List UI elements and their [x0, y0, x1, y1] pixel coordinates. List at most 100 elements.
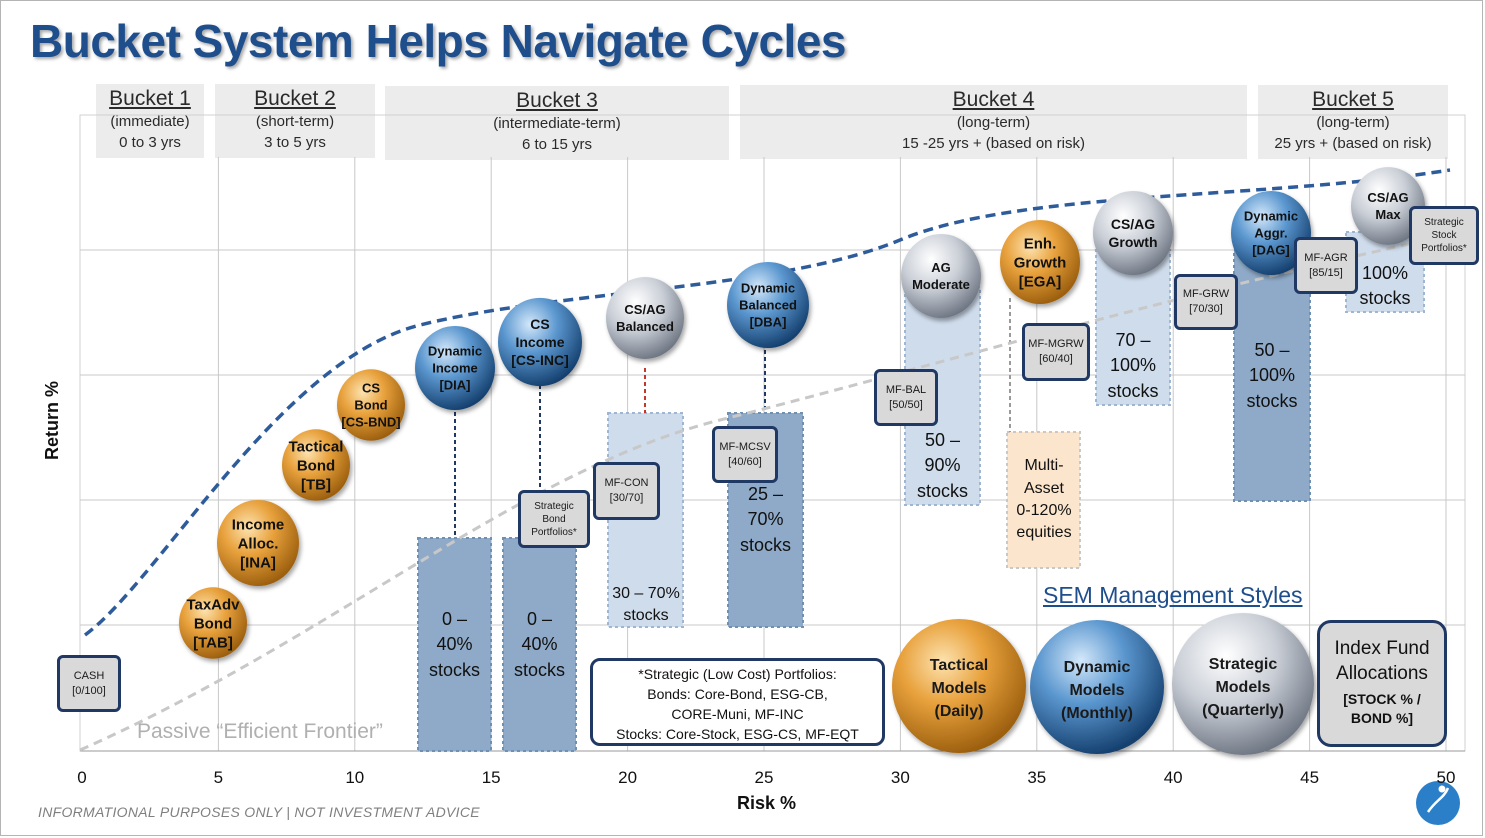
- stock-range-ega: Multi- Asset 0-120% equities: [1000, 452, 1088, 548]
- note-line: *Strategic (Low Cost) Portfolios:: [638, 666, 837, 682]
- ball-tab: [179, 587, 247, 659]
- range-line: stocks: [739, 534, 791, 555]
- range-line: 25 –: [747, 484, 784, 505]
- x-tick-label: 45: [1300, 768, 1320, 787]
- passive-frontier-label: Passive “Efficient Frontier”: [137, 720, 383, 743]
- range-line: Asset: [1023, 479, 1064, 497]
- range-line: 70%: [747, 509, 784, 530]
- x-tick-label: 10: [345, 768, 365, 787]
- range-line: 50 –: [1254, 340, 1290, 361]
- bucket-2-header: Bucket 2 (short-term) 3 to 5 yrs: [215, 84, 375, 158]
- range-line: 30 – 70%: [612, 584, 680, 602]
- stock-range-agmod: 50 – 90% stocks: [905, 426, 980, 506]
- note-line: CORE-Muni, MF-INC: [671, 705, 804, 722]
- range-line: 100%: [1248, 365, 1296, 386]
- ball-label-dag: Dynamic: [1244, 209, 1298, 224]
- stock-range-csagmax: 100% stocks: [1346, 260, 1424, 312]
- x-tick-label: 0: [77, 768, 87, 787]
- ball-label-ega: Growth: [1014, 254, 1067, 271]
- ball-csaggrowth: [1093, 191, 1173, 275]
- box-line: CASH: [73, 669, 105, 682]
- dynamic-label-1: Dynamic: [1064, 659, 1131, 676]
- bucket-3-header: Bucket 3 (intermediate-term) 6 to 15 yrs: [385, 86, 729, 160]
- ball-ega: [1000, 220, 1080, 304]
- ball-label-dba: Balanced: [739, 298, 797, 313]
- note-line: Stocks: Core-Stock, ESG-CS, MF-EQT: [616, 725, 859, 742]
- ball-csagmax: [1351, 167, 1425, 245]
- dynamic-models-ball: [1030, 620, 1164, 754]
- dynamic-label-3: (Monthly): [1061, 705, 1133, 722]
- tactical-label-2: Models: [931, 680, 986, 697]
- sem-styles-title: SEM Management Styles: [1043, 582, 1303, 608]
- logo-circle: [1416, 781, 1460, 825]
- range-line: 100%: [1361, 262, 1409, 283]
- ball-dba: [727, 261, 809, 349]
- ball-csbnd: [337, 369, 405, 441]
- ball-ina: [217, 499, 299, 587]
- ball-tb: [282, 429, 350, 501]
- bar-ega-range: [1006, 431, 1081, 569]
- mf-agr-box: MF-AGR [85/15]: [1294, 237, 1358, 294]
- mf-mcsv-box: MF-MCSV [40/60]: [712, 426, 778, 483]
- bucket-4-header: Bucket 4 (long-term) 15 -25 yrs + (based…: [740, 85, 1247, 159]
- x-tick-label: 5: [213, 768, 224, 787]
- ball-label-ina: [INA]: [240, 554, 276, 571]
- range-line: 0 –: [441, 609, 468, 630]
- bar-csaggrowth-range: [1095, 249, 1171, 406]
- box-line: MF-BAL: [885, 383, 927, 396]
- strategic-label-2: Models: [1215, 679, 1270, 696]
- y-axis-label: Return %: [42, 380, 62, 460]
- ball-label-dia: [DIA]: [439, 378, 470, 393]
- ball-label-tb: [TB]: [301, 476, 331, 493]
- ball-label-csagmax: CS/AG: [1367, 190, 1408, 205]
- mf-bal-box: MF-BAL [50/50]: [874, 369, 938, 426]
- disclaimer-footer: INFORMATIONAL PURPOSES ONLY | NOT INVEST…: [38, 804, 480, 820]
- ball-label-tab: [TAB]: [193, 634, 233, 651]
- bucket-1-header: Bucket 1 (immediate) 0 to 3 yrs: [96, 84, 204, 158]
- strategic-label-1: Strategic: [1209, 656, 1278, 673]
- ball-label-tab: TaxAdv: [186, 596, 240, 613]
- box-line: MF-GRW: [1182, 288, 1230, 301]
- stock-range-csagbal: 30 – 70% stocks: [600, 580, 692, 630]
- ball-csagbal: [606, 277, 684, 359]
- bucket-term: (immediate): [110, 113, 190, 131]
- index-line: Index Fund: [1334, 638, 1430, 659]
- index-line: Allocations: [1336, 662, 1428, 684]
- range-line: stocks: [513, 659, 565, 680]
- ball-dia: [415, 326, 495, 410]
- bar-dia-range: [417, 537, 492, 752]
- bucket-5-header: Bucket 5 (long-term) 25 yrs + (based on …: [1258, 85, 1448, 159]
- box-line: MF-AGR: [1304, 251, 1348, 264]
- bucket-years: 25 yrs + (based on risk): [1274, 135, 1432, 153]
- box-line: Portfolios*: [531, 526, 577, 538]
- range-line: 50 –: [924, 430, 961, 451]
- box-line: [60/40]: [1039, 353, 1073, 365]
- bucket-name: Bucket 3: [516, 89, 598, 112]
- bucket-name: Bucket 1: [109, 87, 191, 110]
- x-tick-label: 15: [481, 768, 501, 787]
- box-line: Bond: [542, 513, 566, 525]
- ball-label-dag: [DAG]: [1252, 243, 1290, 258]
- tactical-label-3: (Daily): [935, 703, 984, 720]
- ball-label-csinc: CS: [530, 316, 549, 332]
- ball-label-ega: [EGA]: [1019, 273, 1062, 290]
- range-line: 70 –: [1115, 330, 1151, 351]
- bucket-term: (long-term): [1316, 114, 1390, 132]
- ball-label-dba: Dynamic: [741, 281, 795, 296]
- range-line: stocks: [1359, 288, 1411, 308]
- bucket-years: 3 to 5 yrs: [264, 134, 326, 152]
- page-title: Bucket System Helps Navigate Cycles: [30, 15, 847, 67]
- ball-label-csbnd: [CS-BND]: [341, 415, 400, 430]
- x-tick-label: 40: [1163, 768, 1183, 787]
- passive-frontier-curve: [79, 233, 1451, 752]
- bucket-years: 6 to 15 yrs: [521, 136, 593, 154]
- cash-box: CASH [0/100]: [57, 655, 121, 712]
- bar-csinc-range: [502, 537, 577, 752]
- box-line: MF-MGRW: [1028, 338, 1084, 351]
- strategic-models-ball: [1172, 613, 1314, 755]
- ball-label-tb: Bond: [297, 457, 335, 474]
- ball-csinc: [498, 297, 582, 387]
- ball-label-csagbal: CS/AG: [624, 302, 665, 317]
- stock-range-bars: [417, 231, 1425, 752]
